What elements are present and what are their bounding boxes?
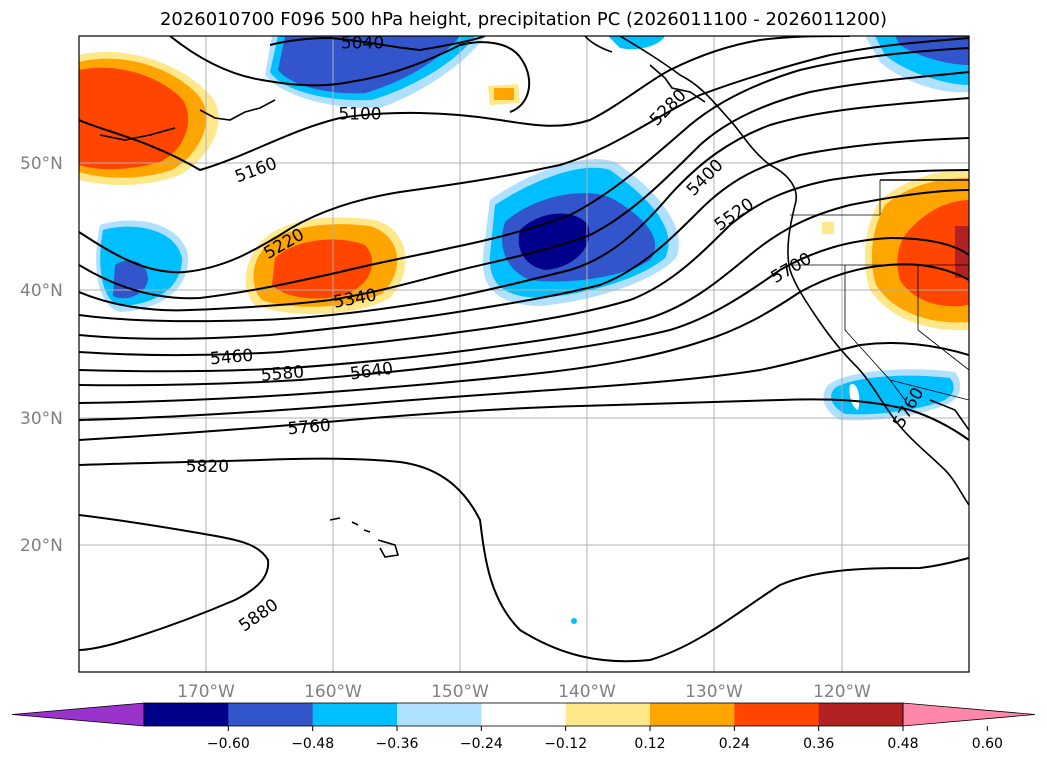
colorbar-segment <box>565 703 651 726</box>
colorbar-tick-label: −0.12 <box>544 736 587 752</box>
colorbar: −0.60 −0.48 −0.36 −0.24 −0.12 0.12 0.24 0.36 0.4… <box>11 702 1036 752</box>
lat-label-20n: 20°N <box>20 536 63 556</box>
colorbar-segment <box>397 703 482 726</box>
contour-5860 <box>79 457 969 663</box>
contour-label: 5520 <box>711 194 758 235</box>
contour-5460 <box>79 137 969 340</box>
contour-5820 <box>79 398 969 441</box>
hawaii-islands <box>329 517 400 558</box>
contour-label: 5280 <box>646 86 691 131</box>
contour-label: 5760 <box>287 416 332 440</box>
contour-label: 5460 <box>209 346 254 370</box>
colorbar-segment <box>144 703 229 726</box>
contour-5700 <box>79 263 969 404</box>
colorbar-segment <box>481 703 567 726</box>
contour-5100 <box>169 36 531 113</box>
contour-5400 <box>79 97 969 323</box>
north-america-coastline <box>619 36 969 506</box>
colorbar-tick-label: 0.12 <box>634 736 665 752</box>
contour-labels: 5040510051605220528053405400546055205580… <box>186 33 929 636</box>
colorbar-segment <box>228 703 314 726</box>
lon-label-120w: 120°W <box>813 682 871 702</box>
colorbar-extend-high <box>902 702 1036 727</box>
contour-label: 5880 <box>235 595 282 636</box>
colorbar-extend-low <box>11 702 145 727</box>
colorbar-tick-label: 0.60 <box>972 736 1003 752</box>
map-frame <box>78 35 970 673</box>
contour-label: 5700 <box>768 249 815 288</box>
colorbar-tick-label: −0.48 <box>291 736 334 752</box>
contour-label: 5100 <box>338 105 381 125</box>
colorbar-tick-label: −0.60 <box>207 736 250 752</box>
lon-label-140w: 140°W <box>558 682 616 702</box>
contour-5760 <box>79 342 969 421</box>
lat-label-50n: 50°N <box>20 154 63 174</box>
map-title: 2026010700 F096 500 hPa height, precipit… <box>159 9 888 30</box>
contour-label: 5820 <box>186 457 229 477</box>
contour-5580 <box>79 189 969 373</box>
lon-label-150w: 150°W <box>431 682 489 702</box>
lat-label-30n: 30°N <box>20 409 63 429</box>
colorbar-ticks: −0.60 −0.48 −0.36 −0.24 −0.12 0.12 0.24 0.36 0.4… <box>207 726 1003 752</box>
lon-label-130w: 130°W <box>685 682 743 702</box>
colorbar-tick-label: −0.24 <box>460 736 503 752</box>
colorbar-tick-label: 0.48 <box>887 736 918 752</box>
contour-5340 <box>79 71 969 312</box>
colorbar-segment <box>312 703 398 726</box>
lat-label-40n: 40°N <box>20 281 63 301</box>
contour-5160 <box>79 36 851 172</box>
contour-5040 <box>269 36 486 52</box>
contour-label: 5580 <box>260 362 305 386</box>
contour-5220 <box>79 37 969 274</box>
contour-5640 <box>79 236 969 387</box>
coastlines <box>99 36 969 558</box>
colorbar-segment <box>650 703 735 726</box>
colorbar-tick-label: 0.24 <box>719 736 750 752</box>
colorbar-tick-label: 0.36 <box>803 736 834 752</box>
contour-label: 5040 <box>341 33 384 53</box>
lon-label-160w: 160°W <box>304 682 362 702</box>
lon-label-170w: 170°W <box>177 682 235 702</box>
graticule <box>79 36 969 672</box>
contour-5520 <box>79 169 969 356</box>
colorbar-tick-label: −0.36 <box>376 736 419 752</box>
colorbar-segment <box>818 703 904 726</box>
height-contours <box>79 36 969 663</box>
contour-5880 <box>79 514 270 651</box>
contour-5280 <box>79 47 969 300</box>
colorbar-segment <box>734 703 820 726</box>
colorbar-segments <box>11 702 1036 727</box>
colorbar-frame <box>143 702 904 727</box>
contour-label: 5160 <box>232 154 279 188</box>
